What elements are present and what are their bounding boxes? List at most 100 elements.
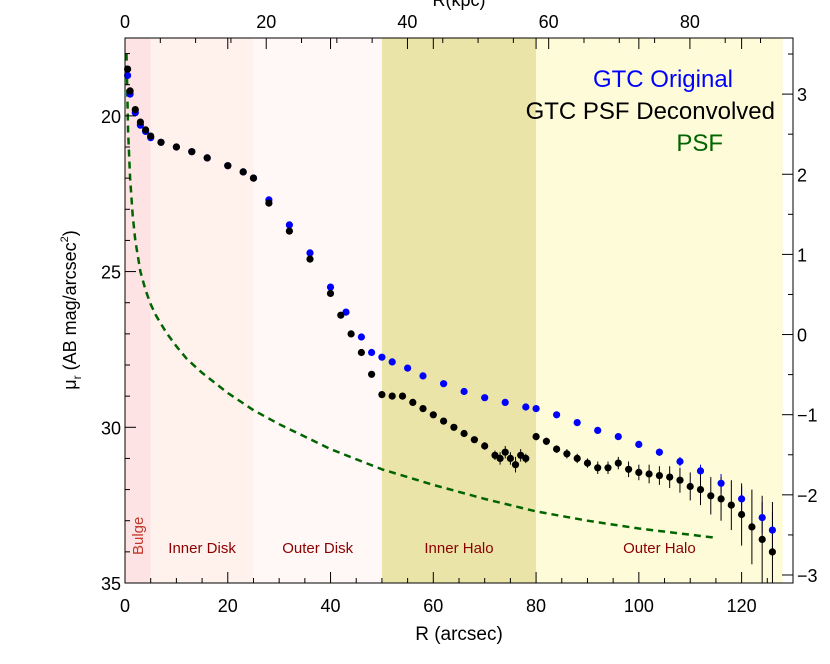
gtc-original-point [440,380,448,388]
gtc-psf-deconvolved-point [326,289,335,297]
gtc-original-point [696,467,705,475]
y-axis-title-mu: μ [60,379,80,389]
regions-layer [125,38,783,583]
gtc-original-point [655,448,664,456]
gtc-psf-deconvolved-point [481,442,489,450]
x-tick-label: 100 [624,596,654,616]
gtc-original-point [738,495,746,503]
y-tick-label: 25 [101,263,121,283]
region-label-layer: Bulge Inner Disk Outer Disk Inner Halo Outer… [130,517,696,557]
gtc-psf-deconvolved-point [131,106,139,114]
y-tick-label: 35 [101,574,121,594]
gtc-original-point [378,353,386,361]
gtc-psf-deconvolved-point [738,510,746,519]
gtc-psf-deconvolved-point [157,138,165,146]
gtc-original-point [326,283,335,291]
gtc-psf-deconvolved-point [625,465,633,473]
gtc-original-point [404,364,412,372]
gtc-psf-deconvolved-point [676,476,684,484]
gtc-psf-deconvolved-point [357,348,365,357]
right-tick-label: 3 [797,85,807,105]
y-axis-title-sup: 2 [59,236,71,242]
gtc-psf-deconvolved-point [768,548,777,556]
gtc-psf-deconvolved-point [337,311,345,319]
region-label-outer-halo: Outer Halo [623,540,696,557]
gtc-psf-deconvolved-point [136,118,144,126]
gtc-psf-deconvolved-point [224,162,232,170]
gtc-psf-deconvolved-point [470,436,478,444]
y-tick-label: 20 [101,107,121,127]
gtc-psf-deconvolved-point [249,174,258,182]
y-axis-title: μr (AB mag/arcsec2) [59,230,84,390]
legend-entry-gtc-psf-deconvolved: GTC PSF Deconvolved [526,98,775,125]
gtc-psf-deconvolved-point [398,392,407,400]
gtc-original-point [594,426,602,434]
points-layer [124,65,777,556]
x-tick-label: 40 [321,596,341,616]
gtc-psf-deconvolved-point [419,405,427,413]
gtc-original-point [614,433,622,441]
top-tick-label: 80 [680,12,700,32]
gtc-original-point [553,411,561,419]
region-inner-halo [381,38,537,583]
gtc-psf-deconvolved-point [172,143,180,151]
gtc-psf-deconvolved-point [285,227,293,235]
gtc-psf-deconvolved-point [506,454,514,462]
right-tick-label: 2 [797,165,807,185]
x-tick-label: 60 [423,596,443,616]
legend-entry-psf: PSF [676,130,723,157]
top-tick-label: 20 [256,12,276,32]
gtc-psf-deconvolved-point [388,392,396,400]
gtc-psf-deconvolved-point [594,464,602,472]
gtc-psf-deconvolved-point [147,132,155,140]
gtc-original-point [522,403,530,411]
gtc-original-point [357,333,365,341]
gtc-psf-deconvolved-point [440,417,448,425]
gtc-psf-deconvolved-point [378,391,386,399]
gtc-original-point [481,394,489,402]
region-label-outer-disk: Outer Disk [282,540,353,557]
legend: GTC Original GTC PSF Deconvolved PSF [526,66,775,157]
gtc-original-point [460,387,468,396]
gtc-psf-deconvolved-point [496,454,504,462]
region-inner-disk [150,38,254,583]
gtc-original-point [573,419,581,427]
top-tick-label: 40 [397,12,417,32]
right-tick-label: 0 [797,326,807,346]
gtc-psf-deconvolved-point [707,492,715,500]
region-label-bulge: Bulge [130,517,147,555]
gtc-original-point [676,457,684,466]
gtc-psf-deconvolved-point [124,65,132,73]
gtc-original-point [717,479,725,487]
gtc-psf-deconvolved-point [655,472,664,480]
right-tick-label: −1 [797,406,818,426]
y-axis-title-units: (AB mag/arcsec [60,242,80,375]
gtc-original-point [419,372,427,380]
gtc-original-point [758,514,766,522]
gtc-psf-deconvolved-point [727,501,735,509]
gtc-psf-deconvolved-point [573,454,581,462]
gtc-psf-deconvolved-point [563,450,571,458]
gtc-psf-deconvolved-point [696,486,705,494]
gtc-psf-deconvolved-point [368,370,376,378]
top-tick-label: 60 [539,12,559,32]
region-label-inner-halo: Inner Halo [424,540,493,557]
gtc-psf-deconvolved-point [645,470,653,478]
psf-curve [125,53,717,540]
x-tick-label: 0 [120,596,130,616]
gtc-psf-deconvolved-point [748,523,756,531]
gtc-original-point [501,398,509,406]
gtc-psf-deconvolved-point [717,495,725,503]
gtc-psf-deconvolved-point [758,535,766,544]
gtc-psf-deconvolved-point [239,168,247,176]
gtc-psf-deconvolved-point [666,473,674,481]
gtc-psf-deconvolved-point [142,126,150,134]
y-axis-title-close: ) [60,230,80,236]
right-tick-label: −2 [797,486,818,506]
gtc-psf-deconvolved-point [306,255,314,263]
region-outer-disk [253,38,382,583]
gtc-psf-deconvolved-point [511,461,520,469]
legend-entry-gtc-original: GTC Original [593,66,733,93]
